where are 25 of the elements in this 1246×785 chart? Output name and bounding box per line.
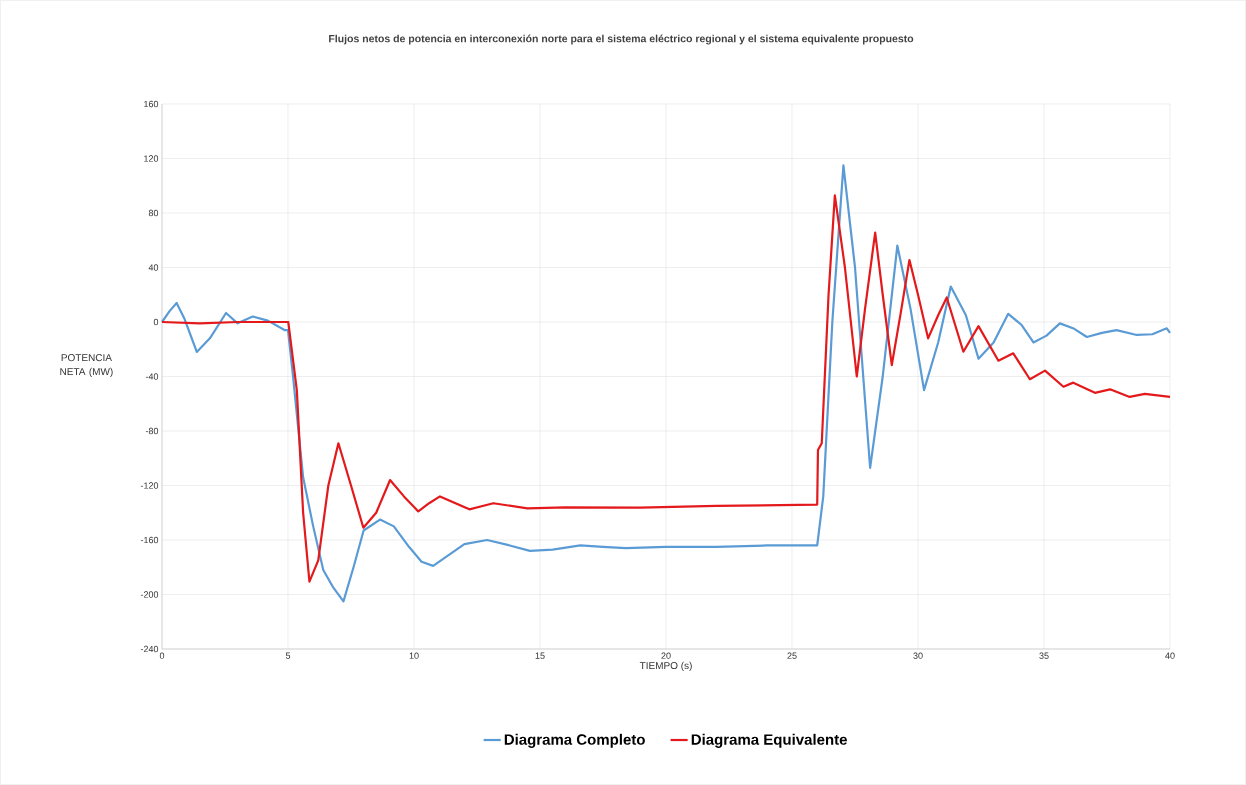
y-tick-label: -160 [140, 536, 159, 544]
x-tick-label: 15 [535, 652, 545, 659]
y-tick-label: -80 [145, 427, 159, 435]
chart-title: Flujos netos de potencia en interconexión norte para el sistema eléctrico regional y el sistema equivalente propuesto [329, 34, 914, 45]
y-tick-label: 120 [144, 155, 159, 162]
y-tick-label: 40 [148, 264, 159, 271]
y-tick-label: 160 [144, 100, 159, 108]
x-tick-label: 35 [1039, 652, 1049, 659]
x-tick-label: 40 [1165, 652, 1175, 659]
x-tick-label: 30 [913, 652, 923, 659]
x-tick-label: 5 [285, 652, 291, 659]
y-tick-label: -120 [140, 482, 159, 489]
y-axis-title: POTENCIA NETA (MW) [60, 354, 113, 378]
x-tick-label: 25 [787, 652, 797, 659]
x-tick-label: 10 [409, 652, 419, 659]
y-tick-label: 0 [153, 318, 159, 326]
y-tick-label: -200 [140, 591, 159, 598]
y-tick-label: -240 [140, 645, 159, 653]
legend-label: Diagrama Completo [504, 733, 645, 748]
x-tick-label: 20 [661, 652, 671, 659]
y-tick-label: 80 [148, 209, 159, 217]
x-tick-label: 0 [159, 652, 165, 659]
y-tick-label: -40 [145, 373, 159, 380]
x-axis-title: TIEMPO (s) [639, 661, 692, 672]
legend-label: Diagrama Equivalente [691, 733, 847, 748]
